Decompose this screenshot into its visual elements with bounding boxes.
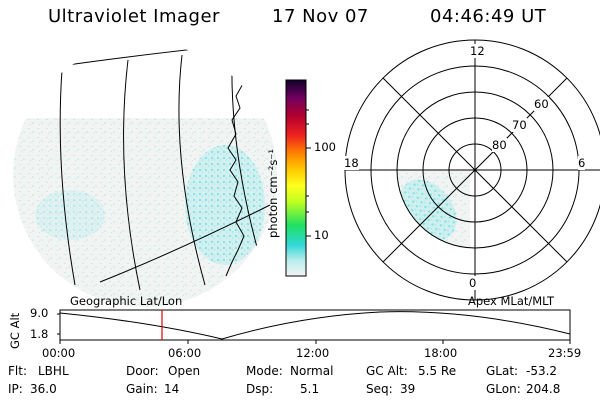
glat-value: -53.2 (526, 364, 558, 378)
instrument-title: Ultraviolet Imager (48, 6, 220, 27)
gc-alt-value: 5.5 Re (418, 364, 457, 378)
filter-label: Flt: (8, 364, 27, 378)
geographic-map (13, 43, 277, 307)
colorbar-tick-10: 10 (314, 228, 329, 242)
altitude-curve (59, 311, 571, 340)
gc-alt-label: GC Alt: (366, 364, 408, 378)
mlt-label-12: 12 (470, 44, 485, 58)
mlt-label-0: 0 (469, 276, 477, 290)
mlt-label-6: 6 (578, 156, 586, 170)
gain-value: 14 (164, 382, 180, 396)
altitude-axis-label: GC Alt (8, 312, 22, 349)
glat-label: GLat: (486, 364, 519, 378)
mlt-label-18: 18 (344, 156, 359, 170)
time-label: 04:46:49 UT (430, 6, 547, 27)
filter-value: LBHL (38, 364, 69, 378)
time-tick-0600: 06:00 (168, 346, 202, 360)
dsp-value: 5.1 (300, 382, 320, 396)
coastline (225, 54, 247, 277)
ip-value: 36.0 (30, 382, 57, 396)
date-label: 17 Nov 07 (272, 6, 369, 27)
altitude-plot (57, 309, 571, 344)
polar-caption: Apex MLat/MLT (468, 294, 555, 308)
ip-label: IP: (8, 382, 23, 396)
dsp-label: Dsp: (246, 382, 274, 396)
time-tick-2359: 23:59 (548, 346, 582, 360)
polar-plot (344, 39, 600, 301)
seq-label: Seq: (366, 382, 393, 396)
mode-label: Mode: (246, 364, 283, 378)
time-tick-1200: 12:00 (296, 346, 330, 360)
mlat-label-60: 60 (534, 97, 549, 111)
colorbar-unit-label: photon cm⁻²s⁻¹ (266, 149, 280, 238)
time-tick-0000: 00:00 (42, 346, 76, 360)
colorbar-ticks (306, 109, 311, 237)
mlat-label-80: 80 (492, 138, 507, 152)
mode-value: Normal (290, 364, 334, 378)
mlat-label-70: 70 (512, 118, 527, 132)
time-tick-1800: 18:00 (424, 346, 458, 360)
gain-label: Gain: (126, 382, 158, 396)
altitude-tick-1-8: 1.8 (30, 327, 49, 341)
seq-value: 39 (400, 382, 416, 396)
door-value: Open (168, 364, 201, 378)
colorbar-tick-100: 100 (314, 140, 336, 154)
colorbar (285, 79, 307, 277)
glon-label: GLon: (486, 382, 521, 396)
glon-value: 204.8 (526, 382, 561, 396)
altitude-tick-9: 9.0 (30, 306, 49, 320)
map-caption: Geographic Lat/Lon (70, 294, 183, 308)
door-label: Door: (126, 364, 159, 378)
